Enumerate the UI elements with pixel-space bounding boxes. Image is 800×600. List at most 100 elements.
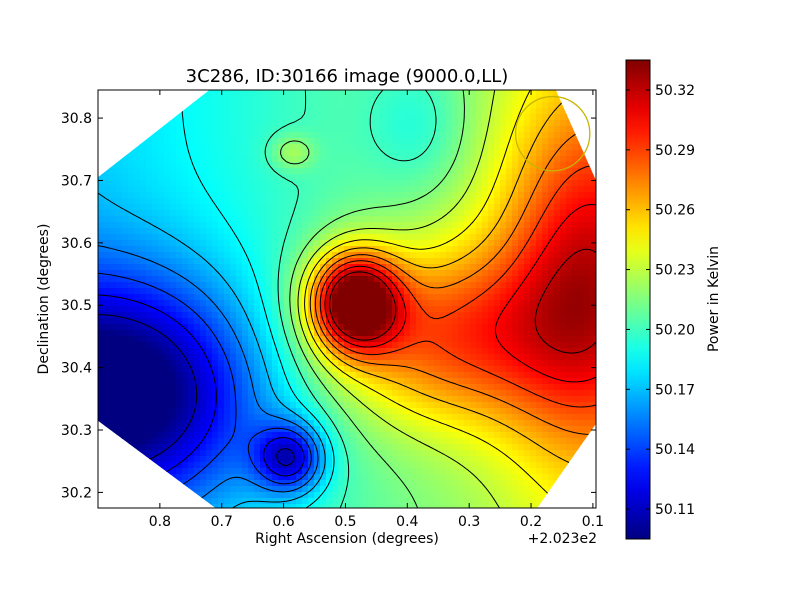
heatmap-cell bbox=[230, 270, 237, 277]
heatmap-cell bbox=[236, 252, 243, 259]
heatmap-cell bbox=[410, 336, 417, 343]
heatmap-cell bbox=[272, 348, 279, 355]
heatmap-cell bbox=[380, 276, 387, 283]
heatmap-cell bbox=[182, 138, 189, 145]
heatmap-cell bbox=[140, 234, 147, 241]
heatmap-cell bbox=[164, 222, 171, 229]
heatmap-cell bbox=[356, 192, 363, 199]
heatmap-cell bbox=[212, 342, 219, 349]
heatmap-cell bbox=[338, 312, 345, 319]
heatmap-cell bbox=[146, 186, 153, 193]
heatmap-cell bbox=[422, 198, 429, 205]
heatmap-cell bbox=[278, 264, 285, 271]
heatmap-cell bbox=[332, 222, 339, 229]
heatmap-cell bbox=[344, 198, 351, 205]
heatmap-cell bbox=[116, 372, 123, 379]
heatmap-cell bbox=[194, 324, 201, 331]
heatmap-cell bbox=[428, 390, 435, 397]
heatmap-cell bbox=[110, 306, 117, 313]
heatmap-cell bbox=[500, 276, 507, 283]
heatmap-cell bbox=[272, 258, 279, 265]
heatmap-cell bbox=[116, 252, 123, 259]
heatmap-cell bbox=[476, 108, 483, 115]
heatmap-cell bbox=[422, 426, 429, 433]
heatmap-cell bbox=[230, 198, 237, 205]
heatmap-cell bbox=[332, 288, 339, 295]
heatmap-cell bbox=[284, 360, 291, 367]
heatmap-cell bbox=[374, 324, 381, 331]
heatmap-cell bbox=[116, 264, 123, 271]
heatmap-cell bbox=[104, 306, 111, 313]
heatmap-cell bbox=[452, 366, 459, 373]
heatmap-cell bbox=[530, 300, 537, 307]
heatmap-cell bbox=[302, 366, 309, 373]
heatmap-cell bbox=[518, 114, 525, 121]
heatmap-cell bbox=[314, 348, 321, 355]
heatmap-cell bbox=[170, 264, 177, 271]
heatmap-cell bbox=[296, 264, 303, 271]
heatmap-cell bbox=[458, 330, 465, 337]
heatmap-cell bbox=[416, 114, 423, 121]
heatmap-cell bbox=[314, 372, 321, 379]
heatmap-cell bbox=[236, 354, 243, 361]
heatmap-cell bbox=[104, 198, 111, 205]
heatmap-cell bbox=[194, 396, 201, 403]
heatmap-cell bbox=[254, 348, 261, 355]
heatmap-cell bbox=[392, 204, 399, 211]
heatmap-cell bbox=[260, 294, 267, 301]
heatmap-cell bbox=[218, 192, 225, 199]
heatmap-cell bbox=[320, 240, 327, 247]
heatmap-cell bbox=[482, 282, 489, 289]
heatmap-cell bbox=[272, 420, 279, 427]
heatmap-cell bbox=[278, 384, 285, 391]
heatmap-cell bbox=[224, 108, 231, 115]
heatmap-cell bbox=[416, 378, 423, 385]
heatmap-cell bbox=[350, 222, 357, 229]
heatmap-cell bbox=[266, 174, 273, 181]
heatmap-cell bbox=[104, 216, 111, 223]
heatmap-cell bbox=[98, 372, 105, 379]
heatmap-cell bbox=[194, 102, 201, 109]
heatmap-cell bbox=[116, 366, 123, 373]
heatmap-cell bbox=[398, 270, 405, 277]
heatmap-cell bbox=[254, 330, 261, 337]
heatmap-cell bbox=[218, 216, 225, 223]
heatmap-cell bbox=[380, 156, 387, 163]
heatmap-cell bbox=[584, 426, 591, 433]
heatmap-cell bbox=[548, 252, 555, 259]
heatmap-cell bbox=[152, 420, 159, 427]
heatmap-cell bbox=[116, 240, 123, 247]
heatmap-cell bbox=[470, 120, 477, 127]
heatmap-cell bbox=[572, 186, 579, 193]
heatmap-cell bbox=[200, 156, 207, 163]
heatmap-cell bbox=[206, 348, 213, 355]
heatmap-cell bbox=[188, 198, 195, 205]
heatmap-cell bbox=[458, 366, 465, 373]
heatmap-cell bbox=[410, 132, 417, 139]
heatmap-cell bbox=[572, 216, 579, 223]
heatmap-cell bbox=[572, 414, 579, 421]
heatmap-cell bbox=[398, 180, 405, 187]
heatmap-cell bbox=[302, 432, 309, 439]
heatmap-cell bbox=[488, 258, 495, 265]
heatmap-cell bbox=[458, 348, 465, 355]
heatmap-cell bbox=[266, 348, 273, 355]
heatmap-cell bbox=[272, 294, 279, 301]
heatmap-cell bbox=[338, 102, 345, 109]
heatmap-cell bbox=[590, 330, 596, 337]
heatmap-cell bbox=[488, 408, 495, 415]
heatmap-cell bbox=[470, 420, 477, 427]
heatmap-cell bbox=[254, 264, 261, 271]
heatmap-cell bbox=[470, 150, 477, 157]
heatmap-cell bbox=[362, 354, 369, 361]
heatmap-cell bbox=[344, 246, 351, 253]
heatmap-cell bbox=[368, 270, 375, 277]
heatmap-cell bbox=[200, 96, 207, 103]
heatmap-cell bbox=[254, 300, 261, 307]
heatmap-cell bbox=[236, 168, 243, 175]
heatmap-cell bbox=[542, 132, 549, 139]
heatmap-cell bbox=[380, 366, 387, 373]
heatmap-cell bbox=[308, 348, 315, 355]
heatmap-cell bbox=[296, 120, 303, 127]
heatmap-cell bbox=[440, 408, 447, 415]
